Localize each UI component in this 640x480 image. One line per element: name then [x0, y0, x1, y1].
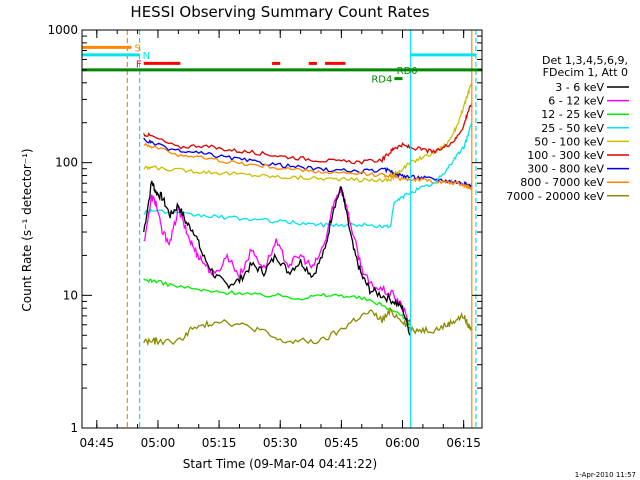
- legend-label-8: 7000 - 20000 keV: [506, 190, 604, 203]
- y-axis-label: Count Rate (s⁻¹ detector⁻¹): [20, 148, 34, 311]
- legend-label-4: 50 - 100 keV: [534, 135, 604, 148]
- x-axis-label: Start Time (09-Mar-04 04:41:22): [183, 457, 377, 471]
- legend-header-line-2: FDecim 1, Att 0: [543, 66, 628, 79]
- legend-label-0: 3 - 6 keV: [555, 81, 604, 94]
- plot-frame: [81, 29, 483, 429]
- series-line-3: [143, 122, 473, 229]
- x-tick-label-0: 04:45: [80, 436, 115, 450]
- legend-label-6: 300 - 800 keV: [527, 163, 604, 176]
- series-line-0: [143, 180, 412, 336]
- legend: Det 1,3,4,5,6,9, FDecim 1, Att 0 3 - 6 k…: [506, 54, 629, 203]
- x-tick-label-1: 05:00: [141, 436, 176, 450]
- legend-header-line-1: Det 1,3,4,5,6,9,: [542, 54, 628, 67]
- x-tick-label-5: 06:00: [385, 436, 420, 450]
- series-layer: [143, 82, 473, 347]
- y-tick-label-1: 10: [63, 288, 78, 302]
- y-tick-label-0: 1: [70, 421, 78, 435]
- legend-label-3: 25 - 50 keV: [541, 122, 604, 135]
- annotation-layer: SNF RD0 RD4: [82, 30, 482, 428]
- series-line-2: [143, 278, 411, 326]
- y-tick-label-2: 100: [55, 156, 78, 170]
- legend-label-1: 6 - 12 keV: [548, 95, 604, 108]
- legend-label-7: 800 - 7000 keV: [520, 176, 604, 189]
- flag-label-f: F: [136, 59, 142, 70]
- flag-label-s: S: [134, 43, 140, 54]
- chart-title: HESSI Observing Summary Count Rates: [130, 3, 429, 21]
- x-tick-label-2: 05:15: [202, 436, 237, 450]
- flag-label-n: N: [143, 51, 150, 62]
- series-line-1: [143, 188, 412, 325]
- series-line-8: [143, 306, 473, 347]
- y-axis-ticks: 1 10 100 1000: [47, 23, 482, 435]
- series-line-7: [143, 142, 473, 190]
- y-tick-label-3: 1000: [47, 23, 78, 37]
- x-axis-ticks: 04:45 05:00 05:15 05:30 05:45 06:00 06:15: [80, 30, 481, 450]
- flag-label-rd4: RD4: [371, 75, 392, 86]
- x-tick-label-4: 05:45: [324, 436, 359, 450]
- flag-label-rd0: RD0: [397, 66, 418, 77]
- legend-label-5: 100 - 300 keV: [527, 149, 604, 162]
- x-tick-label-6: 06:15: [446, 436, 481, 450]
- generation-timestamp: 1-Apr-2010 11:57: [575, 471, 636, 479]
- series-line-5: [143, 103, 473, 165]
- series-line-4: [143, 82, 473, 183]
- legend-label-2: 12 - 25 keV: [541, 108, 604, 121]
- x-tick-label-3: 05:30: [263, 436, 298, 450]
